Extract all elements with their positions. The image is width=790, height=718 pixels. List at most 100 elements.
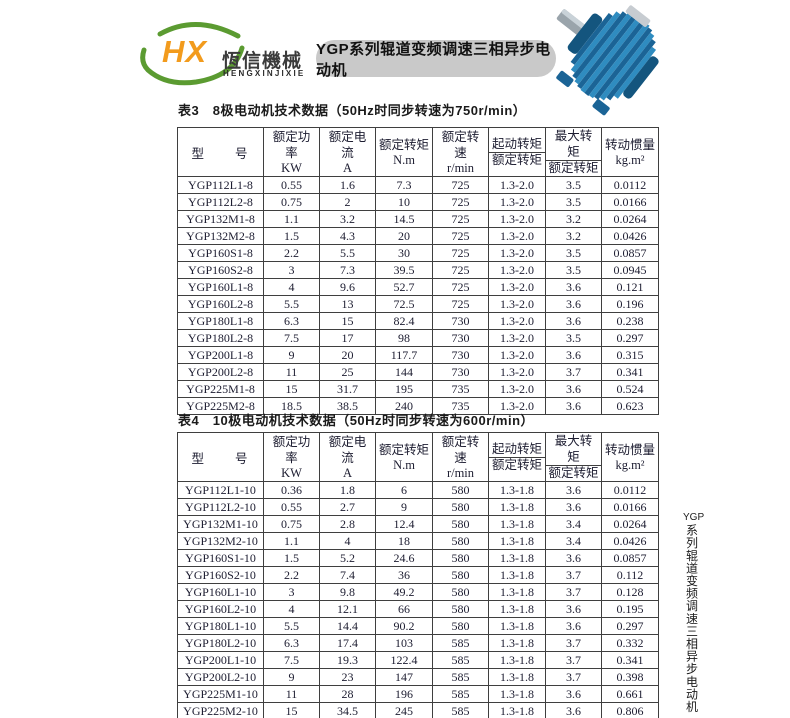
- column-header: 额定转矩 N.m: [375, 127, 433, 177]
- value-cell: 735: [432, 397, 489, 415]
- model-cell: YGP180L2-10: [177, 634, 264, 652]
- value-cell: 4: [319, 532, 376, 550]
- logo-swoosh-icon: [140, 22, 245, 86]
- value-cell: 90.2: [375, 617, 433, 635]
- value-cell: 15: [263, 702, 320, 718]
- value-cell: 730: [432, 363, 489, 381]
- value-cell: 1.3-1.8: [488, 617, 546, 635]
- value-cell: 3.6: [545, 312, 602, 330]
- value-cell: 3.5: [545, 193, 602, 211]
- value-cell: 3.5: [545, 176, 602, 194]
- value-cell: 725: [432, 295, 489, 313]
- value-cell: 0.297: [601, 329, 659, 347]
- value-cell: 3.7: [545, 668, 602, 686]
- value-cell: 15: [263, 380, 320, 398]
- value-cell: 1.6: [319, 176, 376, 194]
- table-row: YGP180L2-10 6.3 17.4 103 585 1.3-1.8 3.7 0.332: [177, 634, 659, 652]
- column-header: 额定功率 KW: [263, 127, 320, 177]
- value-cell: 23: [319, 668, 376, 686]
- value-cell: 3.4: [545, 515, 602, 533]
- value-cell: 3.6: [545, 549, 602, 567]
- table-row: YGP160L2-10 4 12.1 66 580 1.3-1.8 3.6 0.195: [177, 600, 659, 618]
- value-cell: 730: [432, 312, 489, 330]
- value-cell: 3.5: [545, 261, 602, 279]
- value-cell: 1.3-1.8: [488, 549, 546, 567]
- value-cell: 20: [319, 346, 376, 364]
- value-cell: 0.0112: [601, 481, 659, 499]
- value-cell: 52.7: [375, 278, 433, 296]
- model-cell: YGP160L2-8: [177, 295, 264, 313]
- value-cell: 11: [263, 685, 320, 703]
- value-cell: 7.5: [263, 651, 320, 669]
- value-cell: 3.6: [545, 278, 602, 296]
- model-cell: YGP112L1-8: [177, 176, 264, 194]
- value-cell: 585: [432, 685, 489, 703]
- value-cell: 5.5: [263, 295, 320, 313]
- column-header: 起动转矩 额定转矩: [488, 127, 546, 177]
- column-header: 转动惯量 kg.m²: [601, 127, 659, 177]
- value-cell: 585: [432, 634, 489, 652]
- table4-title: 表4 10极电动机技术数据（50Hz时同步转速为600r/min）: [178, 413, 535, 428]
- value-cell: 13: [319, 295, 376, 313]
- value-cell: 0.0166: [601, 193, 659, 211]
- table-row: YGP200L1-10 7.5 19.3 122.4 585 1.3-1.8 3.7 0.34…: [177, 651, 659, 669]
- table-row: YGP180L1-10 5.5 14.4 90.2 580 1.3-1.8 3.6 0.297: [177, 617, 659, 635]
- value-cell: 0.623: [601, 397, 659, 415]
- table-row: YGP200L1-8 9 20 117.7 730 1.3-2.0 3.6 0.315: [177, 346, 659, 364]
- model-cell: YGP200L1-8: [177, 346, 264, 364]
- value-cell: 0.75: [263, 515, 320, 533]
- column-header: 额定转速 r/min: [432, 127, 489, 177]
- value-cell: 1.3-1.8: [488, 481, 546, 499]
- model-cell: YGP160S1-10: [177, 549, 264, 567]
- model-cell: YGP180L1-8: [177, 312, 264, 330]
- table-row: YGP112L2-10 0.55 2.7 9 580 1.3-1.8 3.6 0.0166: [177, 498, 659, 516]
- value-cell: 0.128: [601, 583, 659, 601]
- value-cell: 20: [375, 227, 433, 245]
- value-cell: 1.3-2.0: [488, 346, 546, 364]
- value-cell: 3.4: [545, 532, 602, 550]
- value-cell: 4: [263, 278, 320, 296]
- model-cell: YGP132M2-8: [177, 227, 264, 245]
- value-cell: 0.75: [263, 193, 320, 211]
- column-header: 额定电流 A: [319, 432, 376, 482]
- value-cell: 6.3: [263, 312, 320, 330]
- model-cell: YGP225M2-8: [177, 397, 264, 415]
- value-cell: 1.3-2.0: [488, 210, 546, 228]
- value-cell: 1.3-2.0: [488, 193, 546, 211]
- value-cell: 0.0166: [601, 498, 659, 516]
- value-cell: 3.6: [545, 346, 602, 364]
- table-row: YGP225M2-10 15 34.5 245 585 1.3-1.8 3.6 0.806: [177, 702, 659, 718]
- value-cell: 3.6: [545, 397, 602, 415]
- value-cell: 0.112: [601, 566, 659, 584]
- value-cell: 7.5: [263, 329, 320, 347]
- header-row: 型 号额定功率 KW 额定电流 A 额定转矩 N.m 额定转速 r/min 起动转矩 额定转矩 最大…: [177, 432, 659, 482]
- header-row: 型 号额定功率 KW 额定电流 A 额定转矩 N.m 额定转速 r/min 起动转矩 额定转矩 最大…: [177, 127, 659, 177]
- value-cell: 9.6: [319, 278, 376, 296]
- value-cell: 7.3: [375, 176, 433, 194]
- column-header: 起动转矩 额定转矩: [488, 432, 546, 482]
- value-cell: 1.3-2.0: [488, 227, 546, 245]
- value-cell: 0.0112: [601, 176, 659, 194]
- value-cell: 0.0857: [601, 244, 659, 262]
- value-cell: 3.2: [319, 210, 376, 228]
- value-cell: 0.806: [601, 702, 659, 718]
- model-cell: YGP200L2-10: [177, 668, 264, 686]
- value-cell: 1.5: [263, 227, 320, 245]
- value-cell: 34.5: [319, 702, 376, 718]
- table3-title: 表3 8极电动机技术数据（50Hz时同步转速为750r/min）: [178, 103, 527, 118]
- model-cell: YGP132M1-10: [177, 515, 264, 533]
- table-row: YGP180L2-8 7.5 17 98 730 1.3-2.0 3.5 0.297: [177, 329, 659, 347]
- value-cell: 9.8: [319, 583, 376, 601]
- value-cell: 2.8: [319, 515, 376, 533]
- value-cell: 725: [432, 176, 489, 194]
- value-cell: 0.36: [263, 481, 320, 499]
- column-header: 最大转矩 额定转矩: [545, 127, 602, 177]
- value-cell: 0.661: [601, 685, 659, 703]
- value-cell: 730: [432, 346, 489, 364]
- value-cell: 0.195: [601, 600, 659, 618]
- value-cell: 0.0264: [601, 210, 659, 228]
- value-cell: 1.3-2.0: [488, 244, 546, 262]
- model-cell: YGP112L1-10: [177, 481, 264, 499]
- table3-motor-specs: 型 号额定功率 KW 额定电流 A 额定转矩 N.m 额定转速 r/min 起动转矩 额定转矩 最大…: [177, 127, 659, 415]
- value-cell: 0.315: [601, 346, 659, 364]
